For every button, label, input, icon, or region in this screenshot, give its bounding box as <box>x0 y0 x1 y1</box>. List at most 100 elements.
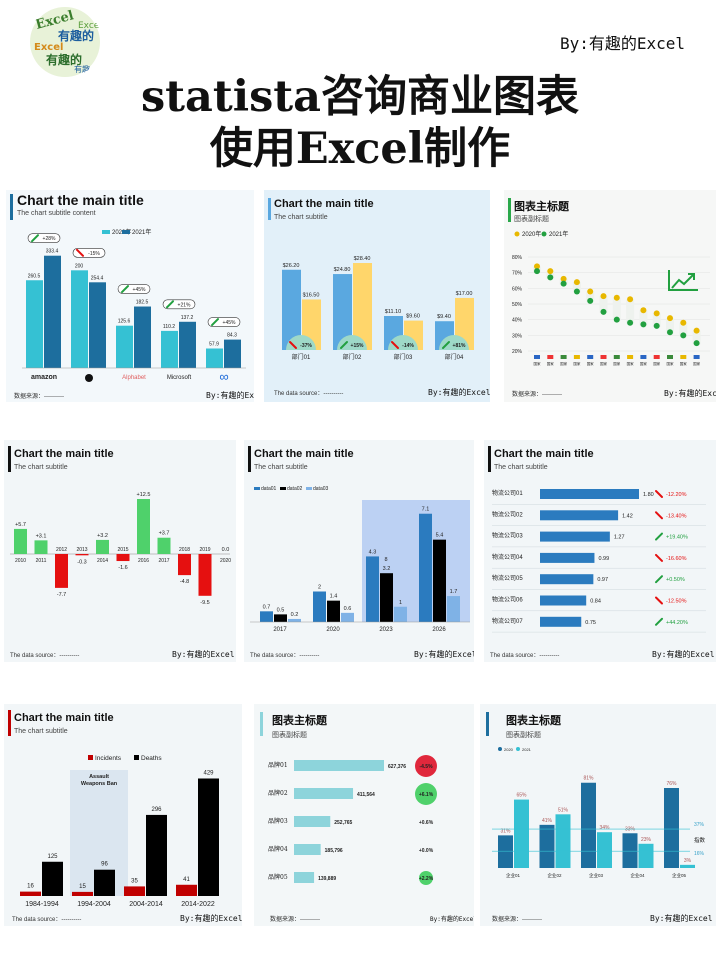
flag-icon <box>600 355 607 359</box>
category-label: 品牌03 <box>268 817 288 825</box>
chart-title: Chart the main title <box>14 448 114 460</box>
x-tick-label: 企业01 <box>506 872 521 878</box>
flag-icon <box>680 355 687 359</box>
bar-2020 <box>539 824 555 868</box>
bar-series-1 <box>333 274 352 350</box>
x-tick-label: 2017 <box>273 627 287 633</box>
chart-title: 图表主标题 <box>506 714 561 727</box>
logo: Excel 有趣的 Excel 有趣的 Excel 有趣 <box>28 6 102 78</box>
bar-data02 <box>380 573 393 622</box>
data-label: 57.9 <box>209 341 219 347</box>
legend-label: 2020年 <box>522 230 541 238</box>
x-tick-label: 2004-2014 <box>129 901 163 908</box>
chart-title: Chart the main title <box>494 448 594 460</box>
bar-2021 <box>89 282 106 368</box>
legend-label: 2020 <box>504 747 514 752</box>
svg-text:有趣的: 有趣的 <box>58 28 94 43</box>
bar-incidents <box>72 891 93 896</box>
legend-label: 2021年 <box>132 228 151 236</box>
x-tick-label: 2018 <box>179 547 190 553</box>
chart-title: Chart the main title <box>274 198 374 210</box>
x-tick-label: 企业02 <box>547 872 562 878</box>
data-label: +12.5 <box>137 492 151 498</box>
bar-2020 <box>161 330 178 368</box>
flag-icon <box>534 355 540 359</box>
data-label: 139,889 <box>318 876 336 882</box>
bar-data02 <box>274 614 287 622</box>
change-label: +21% <box>178 302 191 308</box>
bar-incidents <box>20 891 41 896</box>
range-band <box>626 299 635 324</box>
data-label: 0.75 <box>585 620 596 626</box>
data-label: 1.4 <box>330 594 338 600</box>
bar-data01 <box>366 556 379 622</box>
point-2020 <box>587 288 594 295</box>
data-label: 84.3 <box>227 333 237 339</box>
chart-subtitle: The chart subtitle <box>274 214 328 221</box>
bar-2020 <box>26 280 43 368</box>
bar <box>540 531 610 542</box>
data-label: 51% <box>558 807 569 813</box>
data-label: 81% <box>583 776 594 782</box>
data-label: 0.5 <box>277 607 285 613</box>
data-label: -1.6 <box>118 565 127 571</box>
legend-dot <box>498 747 502 751</box>
legend-dot <box>541 231 547 237</box>
x-tick-label: 2023 <box>379 627 393 633</box>
bar-2020 <box>206 348 223 368</box>
data-source: The data source：---------- <box>10 653 80 659</box>
legend-swatch <box>306 487 312 490</box>
x-tick-label: 2019 <box>199 547 210 553</box>
bar-positive <box>14 528 27 554</box>
x-tick-label: 2026 <box>432 627 446 633</box>
bar-2021 <box>597 832 612 868</box>
category-label: 品牌04 <box>268 845 288 853</box>
change-label: +0.6% <box>419 820 434 826</box>
change-label: +45% <box>223 320 236 326</box>
trend-up-icon <box>655 575 663 584</box>
data-label: 35 <box>131 878 138 884</box>
legend-swatch <box>102 230 110 234</box>
change-badge <box>439 335 469 350</box>
range-band <box>586 291 595 302</box>
data-label: 41 <box>183 877 190 883</box>
data-label: +3.2 <box>97 533 108 539</box>
x-tick-label: 国家 <box>667 361 675 366</box>
data-label: 1.7 <box>450 589 458 595</box>
data-label: 1.80 <box>643 492 654 498</box>
data-label: 0.7 <box>263 604 271 610</box>
data-label: 0.0 <box>222 547 230 553</box>
bar-2020 <box>498 835 513 868</box>
annotation-label: Weapons Ban <box>81 781 118 787</box>
panel-byline: By:有趣的Excel <box>180 914 242 923</box>
legend-dot <box>516 747 520 751</box>
category-label: 部门03 <box>394 353 413 361</box>
chart-svg: 2020年 2021年 260.5 333.4 +28% amazon 200 254.4 -1… <box>22 228 246 384</box>
point-2021 <box>560 280 567 287</box>
change-label: -37% <box>300 343 312 349</box>
point-2020 <box>627 296 634 303</box>
trend-up-icon <box>166 300 174 309</box>
point-2020 <box>653 310 660 317</box>
data-label: 4.3 <box>369 549 377 555</box>
trend-up-icon <box>442 341 450 349</box>
data-label: $9.40 <box>437 314 451 320</box>
panel-byline: By:有趣的Excel <box>652 650 715 659</box>
data-label: 1.42 <box>622 513 633 519</box>
data-label: $9.60 <box>406 314 420 320</box>
flag-icon <box>653 355 660 359</box>
data-label: $24.80 <box>334 267 351 273</box>
change-label: +15% <box>351 343 364 349</box>
data-label: 1.27 <box>614 535 625 541</box>
category-label: 品牌05 <box>268 873 288 881</box>
bar-2020 <box>664 788 679 868</box>
legend-swatch <box>88 755 93 760</box>
data-label: 252,765 <box>334 820 352 826</box>
legend-swatch <box>280 487 286 490</box>
category-label: 品牌02 <box>268 789 288 797</box>
bar-data03 <box>288 618 301 622</box>
x-tick-label: 2014-2022 <box>181 901 215 908</box>
bar-2020 <box>116 325 133 368</box>
chart-svg: 2020 202131%65%企业0141%51%企业0281%34%企业0333… <box>492 747 706 878</box>
y-tick-label: 20% <box>512 349 523 355</box>
